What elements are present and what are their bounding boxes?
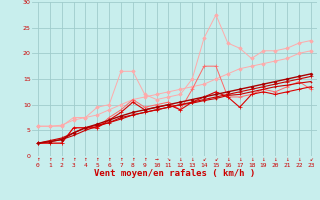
X-axis label: Vent moyen/en rafales ( km/h ): Vent moyen/en rafales ( km/h ) xyxy=(94,169,255,178)
